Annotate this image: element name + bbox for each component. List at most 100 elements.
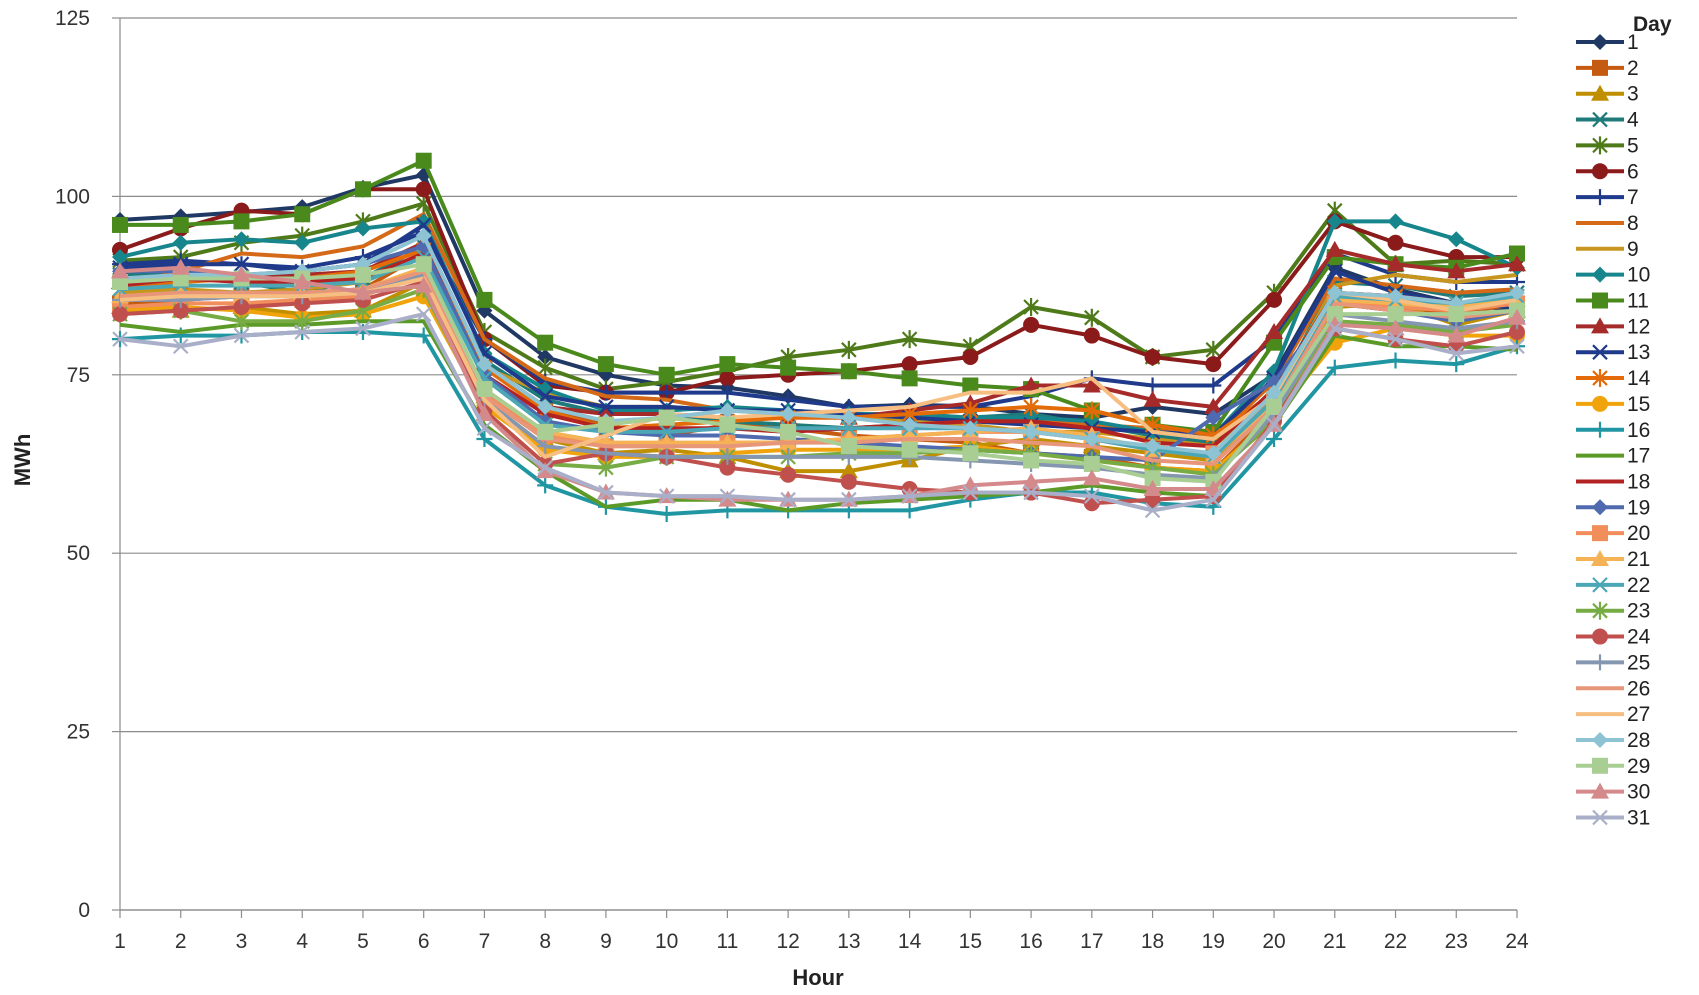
legend-label: 1 [1627,31,1639,54]
x-tick-label: 18 [1141,930,1164,953]
legend-label: 13 [1627,341,1650,364]
x-tick-label: 13 [837,930,860,953]
data-point [171,258,190,275]
x-tick-label: 12 [776,930,799,953]
data-point [172,216,189,233]
data-point [1387,352,1404,369]
legend-marker [1592,59,1608,76]
data-point [719,459,736,476]
legend-item-29: 29 [1576,755,1650,778]
data-point [719,416,736,433]
data-point [1144,348,1161,365]
data-point [1205,356,1222,373]
data-point [1509,245,1525,262]
data-point [598,458,614,477]
data-point [1509,338,1525,355]
legend-item-26: 26 [1576,677,1650,700]
series-line [119,330,1518,516]
x-tick-label: 10 [655,930,678,953]
series-line [120,158,1518,434]
data-point [476,356,493,373]
legend-label: 17 [1627,445,1650,468]
legend-label: 23 [1627,600,1650,623]
legend-marker [1592,395,1608,412]
legend-label: 18 [1627,470,1650,493]
data-point [1023,397,1039,416]
legend-label: 14 [1627,367,1651,390]
data-point [780,359,797,376]
data-point [840,363,857,380]
data-point [1386,319,1405,336]
series-31 [112,306,1525,519]
data-point [294,234,311,251]
legend-label: 28 [1627,729,1650,752]
legend-item-20: 20 [1576,522,1650,545]
data-point [1448,306,1465,323]
data-point [1325,240,1344,257]
legend-label: 2 [1627,57,1639,80]
data-point [1265,322,1284,339]
data-point [1023,316,1040,333]
axes [119,18,1517,911]
series-group [111,152,1526,522]
data-point [1326,306,1343,323]
data-point [1387,306,1404,323]
data-point [1084,308,1100,327]
data-point [1326,284,1343,301]
data-point [658,424,675,440]
legend-marker [1592,731,1608,748]
data-point [719,384,736,401]
data-point [1448,345,1465,362]
data-point [354,220,371,237]
y-tick-label: 50 [67,542,90,565]
x-tick-label: 2 [175,930,187,953]
legend-marker [1592,628,1608,645]
data-point [1082,469,1101,486]
legend-item-28: 28 [1576,729,1650,752]
data-point [293,273,312,290]
legend-label: 12 [1627,315,1650,338]
data-point [353,283,372,300]
legend-marker [1592,421,1608,438]
data-point [719,488,736,504]
legend-item-19: 19 [1576,496,1650,519]
data-point [1022,472,1041,489]
x-tick-label: 4 [296,930,308,953]
data-point [537,388,553,404]
legend-marker [1592,266,1608,283]
data-point [1022,376,1041,393]
data-point [1326,213,1343,230]
legend-item-10: 10 [1576,264,1650,287]
data-point [111,262,129,279]
data-point [415,217,432,233]
data-point [839,462,858,479]
legend-item-31: 31 [1576,807,1650,830]
data-point [1083,327,1100,344]
data-point [1447,262,1466,279]
data-point [537,477,554,494]
legend-title: Day [1633,13,1672,36]
data-point [537,348,554,365]
data-point [415,152,432,169]
x-tick-label: 15 [959,930,982,953]
data-point [719,370,736,387]
legend-item-27: 27 [1576,703,1650,726]
data-point [537,423,554,440]
data-point [537,398,554,415]
data-point [780,423,797,440]
data-point [233,312,250,331]
legend-marker [1592,163,1608,180]
data-point [1205,377,1222,394]
data-point [537,358,553,377]
data-point [294,206,311,223]
legend-item-15: 15 [1576,393,1650,416]
data-point [1266,291,1283,308]
legend-item-11: 11 [1576,290,1649,313]
legend-label: 11 [1627,290,1649,313]
data-point [354,181,371,198]
series-line [119,262,1518,484]
data-point [112,216,128,233]
data-point [1082,376,1101,393]
x-tick-label: 3 [236,930,248,953]
data-point [1509,323,1525,340]
